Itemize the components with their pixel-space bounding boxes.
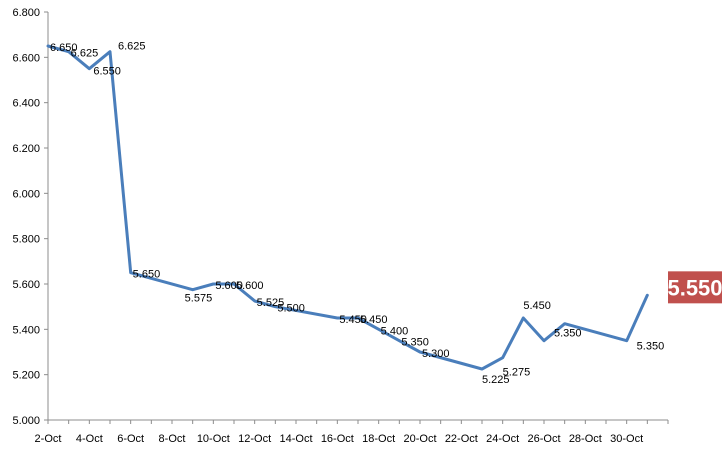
y-tick-label: 6.800 — [12, 7, 40, 19]
data-label: 5.300 — [422, 348, 450, 360]
data-label: 5.525 — [257, 297, 285, 309]
data-label: 5.350 — [401, 337, 429, 349]
data-label: 5.575 — [185, 293, 213, 305]
x-tick-label: 10-Oct — [197, 433, 230, 445]
y-tick-label: 5.200 — [12, 370, 40, 382]
x-tick-label: 14-Oct — [279, 433, 312, 445]
data-label: 5.600 — [236, 280, 264, 292]
x-tick-label: 26-Oct — [527, 433, 560, 445]
x-tick-label: 12-Oct — [238, 433, 271, 445]
y-tick-label: 5.400 — [12, 324, 40, 336]
data-label: 5.500 — [277, 303, 305, 315]
y-tick-label: 5.600 — [12, 279, 40, 291]
data-label: 5.450 — [339, 314, 367, 326]
data-label: 5.450 — [360, 314, 388, 326]
x-tick-label: 6-Oct — [117, 433, 144, 445]
data-label: 6.650 — [50, 42, 78, 54]
data-label: 5.350 — [637, 341, 665, 353]
x-tick-label: 30-Oct — [610, 433, 643, 445]
x-tick-label: 2-Oct — [35, 433, 62, 445]
data-label: 5.350 — [554, 328, 582, 340]
data-label: 6.625 — [118, 41, 146, 53]
y-tick-label: 6.000 — [12, 188, 40, 200]
data-label: 5.275 — [503, 367, 531, 379]
y-tick-label: 6.400 — [12, 98, 40, 110]
y-tick-label: 6.600 — [12, 52, 40, 64]
y-tick-label: 5.800 — [12, 234, 40, 246]
data-label: 6.550 — [93, 66, 121, 78]
x-tick-label: 24-Oct — [486, 433, 519, 445]
data-label: 5.650 — [133, 269, 161, 281]
y-tick-label: 5.000 — [12, 415, 40, 427]
x-tick-label: 20-Oct — [403, 433, 436, 445]
x-tick-label: 4-Oct — [76, 433, 103, 445]
data-label: 5.225 — [482, 374, 510, 386]
data-label: 5.400 — [381, 325, 409, 337]
x-tick-label: 28-Oct — [569, 433, 602, 445]
x-tick-label: 8-Oct — [159, 433, 186, 445]
data-label: 5.600 — [215, 280, 243, 292]
last-value-badge — [668, 271, 722, 304]
data-label: 6.625 — [71, 48, 99, 60]
series-line — [46, 44, 649, 371]
last-value-badge-text: 5.550 — [667, 275, 722, 300]
x-tick-label: 16-Oct — [321, 433, 354, 445]
y-tick-label: 6.200 — [12, 143, 40, 155]
data-label: 5.450 — [523, 300, 551, 312]
x-tick-label: 22-Oct — [445, 433, 478, 445]
x-tick-label: 18-Oct — [362, 433, 395, 445]
